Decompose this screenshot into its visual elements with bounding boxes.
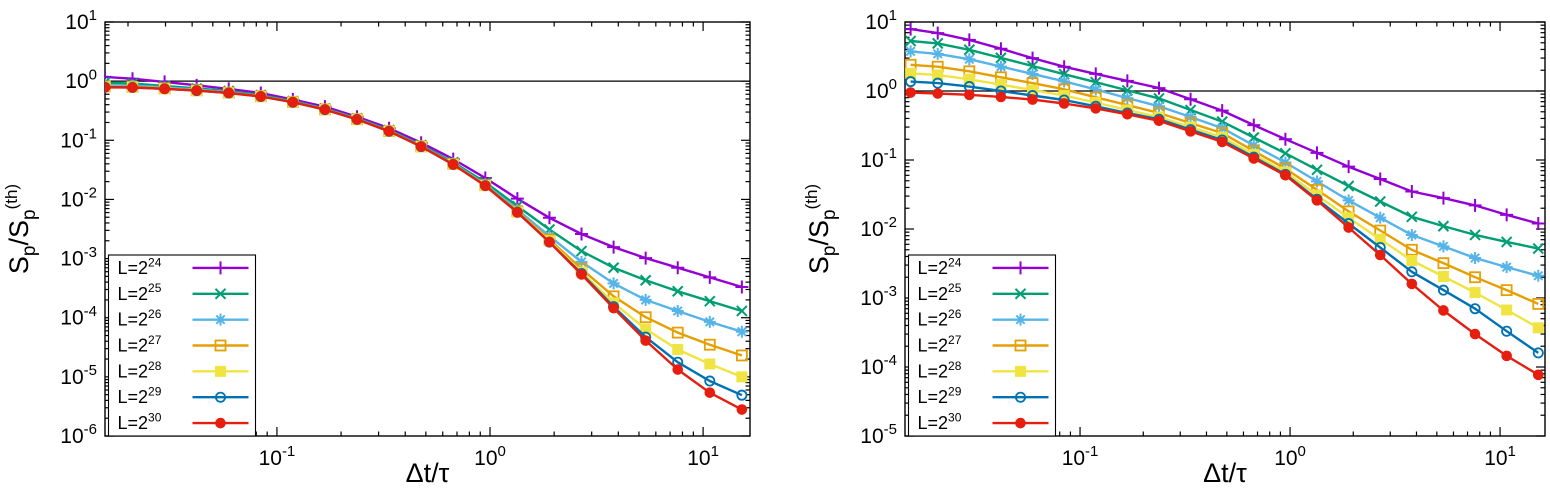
svg-text:L=227: L=227 [118,333,162,356]
svg-text:L=224: L=224 [918,255,962,278]
x-axis-label: Δt/τ [1203,458,1247,488]
legend-item-L=2^24: L=224 [118,255,249,278]
tick-labels: 10-1 100 101 101 100 10-1 10-2 10-3 10-4 10-5 [860,7,1516,470]
svg-text:10-1: 10-1 [860,145,897,172]
svg-text:10-2: 10-2 [60,185,97,212]
legend-item-L=2^29: L=229 [918,385,1049,408]
svg-text:100: 100 [474,443,506,470]
plot-border [104,21,751,437]
svg-text:L=228: L=228 [118,359,162,382]
svg-text:10-3: 10-3 [860,283,897,310]
svg-text:L=230: L=230 [918,411,962,434]
series-markers [905,87,1544,381]
legend: L=224 L=225 L=226 L=227 L=228 L=229 L=230 [107,254,257,437]
legend-item-L=2^29: L=229 [118,385,249,408]
svg-text:101: 101 [687,443,719,470]
series-L=2^30 [105,82,748,415]
legend: L=224 L=225 L=226 L=227 L=228 L=229 L=230 [907,254,1057,437]
svg-text:10-1: 10-1 [1062,443,1099,470]
legend-item-L=2^30: L=230 [918,411,1049,434]
svg-text:10-6: 10-6 [60,421,97,448]
svg-text:100: 100 [65,66,97,93]
svg-text:10-1: 10-1 [259,443,296,470]
legend-item-L=2^30: L=230 [118,411,249,434]
legend-item-L=2^28: L=228 [918,359,1049,382]
legend-item-L=2^26: L=226 [918,307,1049,330]
series-L=2^30 [905,87,1544,381]
legend-item-L=2^26: L=226 [118,307,249,330]
svg-text:10-2: 10-2 [860,214,897,241]
svg-text:L=230: L=230 [118,411,162,434]
svg-text:10-4: 10-4 [860,352,897,379]
svg-text:101: 101 [1484,443,1516,470]
x-axis-label: Δt/τ [406,458,450,488]
svg-text:L=229: L=229 [918,385,962,408]
svg-text:L=224: L=224 [118,255,162,278]
series-L=2^24 [905,22,1545,231]
svg-text:101: 101 [865,7,897,34]
legend-item-L=2^25: L=225 [918,281,1049,304]
legend-item-L=2^25: L=225 [118,281,249,304]
y-axis-label: Sp/Sp(th) [2,184,40,274]
svg-text:10-5: 10-5 [60,362,97,389]
left-plot-panel: 10-1 100 101 101 100 10-1 10-2 10-3 10-4 10-5 10-6… [2,7,751,488]
svg-text:L=225: L=225 [118,281,162,304]
legend-item-L=2^28: L=228 [118,359,249,382]
series-markers [905,22,1545,231]
svg-text:10-3: 10-3 [60,244,97,271]
svg-text:100: 100 [1274,443,1306,470]
svg-text:10-1: 10-1 [60,125,97,152]
svg-text:L=226: L=226 [118,307,162,330]
svg-text:10-5: 10-5 [860,421,897,448]
svg-text:101: 101 [65,7,97,34]
legend-item-L=2^27: L=227 [118,333,249,356]
legend-item-L=2^24: L=224 [918,255,1049,278]
tick-labels: 10-1 100 101 101 100 10-1 10-2 10-3 10-4 10-5 10-6 [60,7,719,470]
svg-text:L=229: L=229 [118,385,162,408]
svg-text:L=228: L=228 [918,359,962,382]
y-axis-label: Sp/Sp(th) [802,184,840,274]
legend-item-L=2^27: L=227 [918,333,1049,356]
svg-text:L=227: L=227 [918,333,962,356]
svg-text:L=225: L=225 [918,281,962,304]
right-plot-panel: 10-1 100 101 101 100 10-1 10-2 10-3 10-4 10-5 L=22… [802,7,1546,488]
svg-text:10-4: 10-4 [60,303,97,330]
svg-text:100: 100 [865,76,897,103]
series-markers [105,82,748,415]
svg-text:L=226: L=226 [918,307,962,330]
